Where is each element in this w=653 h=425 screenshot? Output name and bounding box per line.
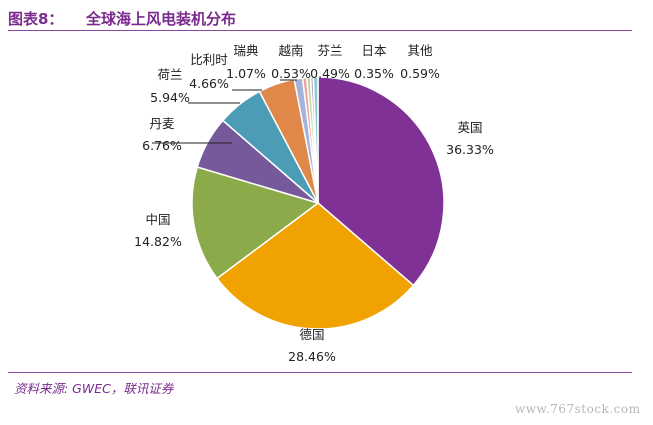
slice-labels: 英国 36.33% 德国 28.46% 中国 14.82% 丹麦 6.76% 荷兰 5.94% 比利… xyxy=(134,43,494,364)
slice-value-label-6: 1.07% xyxy=(226,66,266,81)
slice-value-label-2: 14.82% xyxy=(134,234,182,249)
slice-value-label-5: 4.66% xyxy=(189,76,229,91)
source-note: 资料来源: GWEC，联讯证券 xyxy=(14,381,174,396)
slice-value-label-10: 0.59% xyxy=(400,66,440,81)
slice-value-label-8: 0.49% xyxy=(310,66,350,81)
slice-category-label-8: 芬兰 xyxy=(317,43,342,58)
slice-category-label-10: 其他 xyxy=(407,43,433,58)
pie-slice-0 xyxy=(317,76,445,287)
watermark: www.767stock.com xyxy=(515,402,641,416)
slice-category-label-1: 德国 xyxy=(299,327,324,342)
slice-category-label-9: 日本 xyxy=(361,43,387,58)
pie-slice-2 xyxy=(191,166,320,280)
slice-category-label-7: 越南 xyxy=(278,43,303,58)
figure-label: 图表8： xyxy=(8,10,64,28)
bottom-divider xyxy=(8,372,632,373)
pie-slice-1 xyxy=(215,202,415,330)
leader-lines xyxy=(152,79,297,144)
slice-value-label-1: 28.46% xyxy=(288,349,336,364)
slice-value-label-3: 6.76% xyxy=(142,138,182,153)
figure-title: 全球海上风电装机分布 xyxy=(86,10,237,28)
pie-slice-10 xyxy=(312,76,319,204)
slice-value-label-7: 0.53% xyxy=(271,66,311,81)
top-divider xyxy=(8,30,632,31)
slice-category-label-2: 中国 xyxy=(145,212,170,227)
slice-value-label-4: 5.94% xyxy=(150,90,190,105)
slice-category-label-6: 瑞典 xyxy=(233,43,258,58)
slice-category-label-5: 比利时 xyxy=(190,52,228,67)
slice-category-label-4: 荷兰 xyxy=(157,67,182,82)
pie-chart: 英国 36.33% 德国 28.46% 中国 14.82% 丹麦 6.76% 荷兰 5.94% 比利… xyxy=(134,43,494,364)
slice-category-label-3: 丹麦 xyxy=(149,116,175,131)
pie-slices xyxy=(191,76,445,330)
slice-value-label-0: 36.33% xyxy=(446,142,494,157)
figure-header: 图表8： 全球海上风电装机分布 xyxy=(8,4,633,34)
slice-category-label-0: 英国 xyxy=(457,120,482,135)
slice-value-label-9: 0.35% xyxy=(354,66,394,81)
